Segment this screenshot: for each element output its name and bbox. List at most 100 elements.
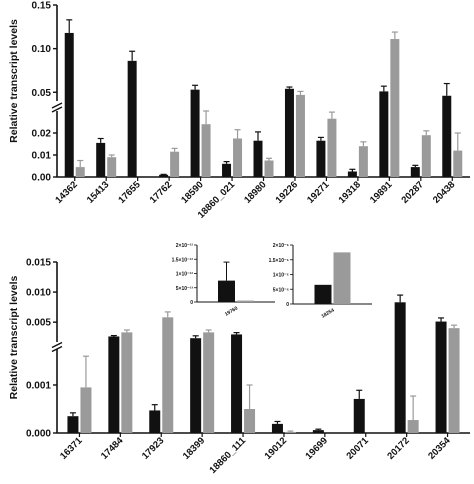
- inset-x-tick-label: 19760: [224, 305, 239, 317]
- bar-20287-series2: [421, 135, 431, 177]
- bar-15413-series1: [96, 142, 106, 177]
- bar-17762-series1: [159, 174, 169, 177]
- bar-20354-series2: [448, 328, 460, 433]
- bar-19318-series2: [358, 146, 368, 177]
- bar-18399-series2: [203, 332, 215, 433]
- top-panel-chart: 0.00 0.01 0.02 0.05 0.10 0.15 Relative transcr…: [8, 1, 470, 221]
- bar-20438-series2: [453, 150, 463, 177]
- bar-14362-series1: [64, 32, 74, 177]
- y-axis-label: Relative transcript levels: [8, 19, 20, 143]
- x-tick-label: 17655: [116, 179, 143, 206]
- bar-18860_021-series2: [233, 138, 243, 177]
- bar-19271-series1: [316, 140, 326, 177]
- bar-17655-series1: [127, 60, 137, 177]
- axis-break-mark: [51, 341, 63, 349]
- bar-19012-series1: [271, 423, 283, 433]
- bar-16371-series2: [80, 387, 92, 433]
- x-tick-label: 19226: [274, 179, 300, 205]
- inset-x-tick-label: 18254: [320, 307, 335, 319]
- bar-19012-series2: [284, 432, 296, 433]
- y-tick-label: 0.01: [32, 151, 52, 162]
- bar-18399-series1: [190, 338, 202, 433]
- inset-bar-19760-series1: [218, 280, 235, 302]
- x-tick-label: 17484: [99, 435, 126, 462]
- x-tick-label: 15413: [85, 179, 111, 205]
- bar-19226-series1: [284, 88, 294, 177]
- bar-18860_111-series1: [231, 334, 243, 433]
- bar-18590-series2: [201, 124, 211, 177]
- bar-14362-series2: [75, 167, 85, 177]
- axis-break-mark: [51, 106, 63, 113]
- inset-bar-18254-series1: [314, 284, 332, 304]
- bar-19891-series1: [379, 91, 389, 177]
- bar-17923-series2: [162, 317, 174, 433]
- bar-18980-series2: [264, 160, 274, 177]
- bar-18590-series1: [190, 89, 200, 177]
- inset-y-tick-label: 1×10⁻¹²: [176, 272, 194, 278]
- bar-18860_111-series2: [244, 409, 256, 433]
- y-tick-label: 0.015: [26, 258, 51, 269]
- bar-16371-series1: [67, 416, 79, 433]
- x-tick-label: 20172: [385, 435, 411, 461]
- inset-y-tick-label: 2×10⁻⁵: [273, 243, 290, 249]
- x-tick-label: 18590: [179, 179, 205, 205]
- bar-17484-series2: [121, 332, 133, 433]
- axis-break-mark: [51, 102, 63, 109]
- inset-bar-18254-series2: [333, 252, 351, 304]
- y-tick-label: 0.10: [32, 44, 52, 55]
- y-tick-label: 0.001: [26, 381, 51, 392]
- y-tick-label: 0.010: [26, 288, 51, 299]
- inset-y-tick-label: 5×10⁻⁶: [273, 287, 289, 293]
- x-tick-label: 19699: [304, 435, 330, 461]
- x-tick-label: 20438: [431, 179, 457, 205]
- bar-19271-series2: [327, 118, 337, 177]
- y-tick-label: 0.000: [26, 429, 51, 440]
- y-tick-label: 0.005: [26, 318, 51, 329]
- x-tick-label: 18980: [242, 179, 268, 205]
- bar-17762-series2: [170, 151, 180, 177]
- y-tick-label: 0.00: [32, 173, 52, 184]
- inset-y-tick-label: 1.5×10⁻⁵: [269, 258, 290, 264]
- inset-y-tick-label: 0: [190, 300, 193, 306]
- inset-chart-19760: 0 5×10⁻¹³ 1×10⁻¹² 1.5×10⁻¹² 2×10⁻¹² 19760: [172, 243, 275, 318]
- bar-20438-series1: [442, 95, 452, 177]
- x-tick-label: 19012: [263, 435, 289, 461]
- bar-20172-series1: [394, 302, 406, 433]
- x-tick-label: 19271: [305, 179, 332, 206]
- bottom-panel-chart: 0.000 0.001 0.005 0.010 0.015 Relative transc…: [8, 258, 470, 476]
- inset-bar-19760-series2: [237, 300, 254, 302]
- x-tick-label: 16371: [58, 435, 85, 462]
- x-tick-label: 20071: [344, 435, 371, 462]
- bar-18860_021-series1: [222, 163, 232, 177]
- inset-y-tick-label: 1.5×10⁻¹²: [172, 257, 194, 263]
- bar-15413-series2: [107, 157, 117, 177]
- bar-19318-series1: [347, 171, 357, 177]
- bar-17484-series1: [108, 336, 120, 433]
- x-tick-label: 18399: [181, 435, 207, 461]
- x-tick-label: 17762: [148, 179, 174, 205]
- bar-20287-series1: [410, 167, 420, 177]
- inset-y-tick-label: 0: [286, 302, 289, 308]
- bar-20354-series1: [435, 321, 447, 433]
- x-tick-label: 17923: [140, 435, 166, 461]
- x-tick-label: 20287: [399, 179, 425, 205]
- x-tick-label: 19318: [337, 179, 363, 205]
- inset-y-tick-label: 5×10⁻¹³: [176, 286, 194, 292]
- y-tick-label: 0.02: [32, 129, 52, 140]
- x-tick-label: 19891: [368, 179, 395, 206]
- inset-chart-18254: 0 5×10⁻⁶ 1×10⁻⁵ 1.5×10⁻⁵ 2×10⁻⁵ 18254: [269, 243, 372, 320]
- y-axis-label: Relative transcript levels: [8, 275, 20, 399]
- bar-17923-series1: [149, 410, 161, 433]
- bar-18980-series1: [253, 140, 263, 177]
- axis-break-mark: [51, 345, 63, 353]
- bar-19891-series2: [390, 39, 400, 177]
- bar-19226-series2: [295, 94, 305, 177]
- bar-20071-series1: [353, 398, 365, 433]
- inset-y-tick-label: 2×10⁻¹²: [176, 243, 194, 249]
- x-tick-label: 14362: [53, 179, 79, 205]
- x-tick-label: 20354: [426, 435, 453, 462]
- x-tick-label: 18860_111: [208, 435, 249, 476]
- bar-20172-series2: [407, 420, 419, 433]
- y-tick-label: 0.15: [32, 1, 52, 12]
